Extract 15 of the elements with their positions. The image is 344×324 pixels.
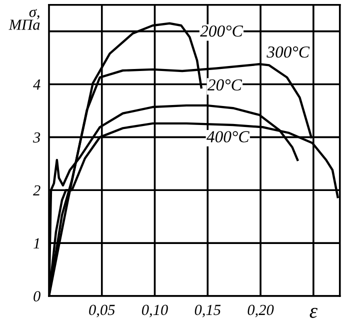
x-tick-label: 0,15 <box>194 304 221 318</box>
y-tick-label: 2 <box>33 185 40 196</box>
annotation: 200°C <box>200 25 244 37</box>
y-tick-label: 0 <box>34 291 40 302</box>
y-tick-label: 1 <box>34 238 40 248</box>
y-axis-title: σ, МПа <box>8 9 40 30</box>
y-tick-label: 3 <box>32 132 40 143</box>
x-tick-label: 0,05 <box>89 304 115 318</box>
y-tick-label: 4 <box>33 80 40 90</box>
annotation: 400°C <box>206 131 250 142</box>
x-axis-title: ε <box>310 308 318 318</box>
x-tick-label: 0,20 <box>248 304 274 318</box>
x-tick-label: 0,10 <box>142 304 168 318</box>
annotation: 300°C <box>266 46 310 58</box>
annotation: 20°C <box>207 79 242 91</box>
